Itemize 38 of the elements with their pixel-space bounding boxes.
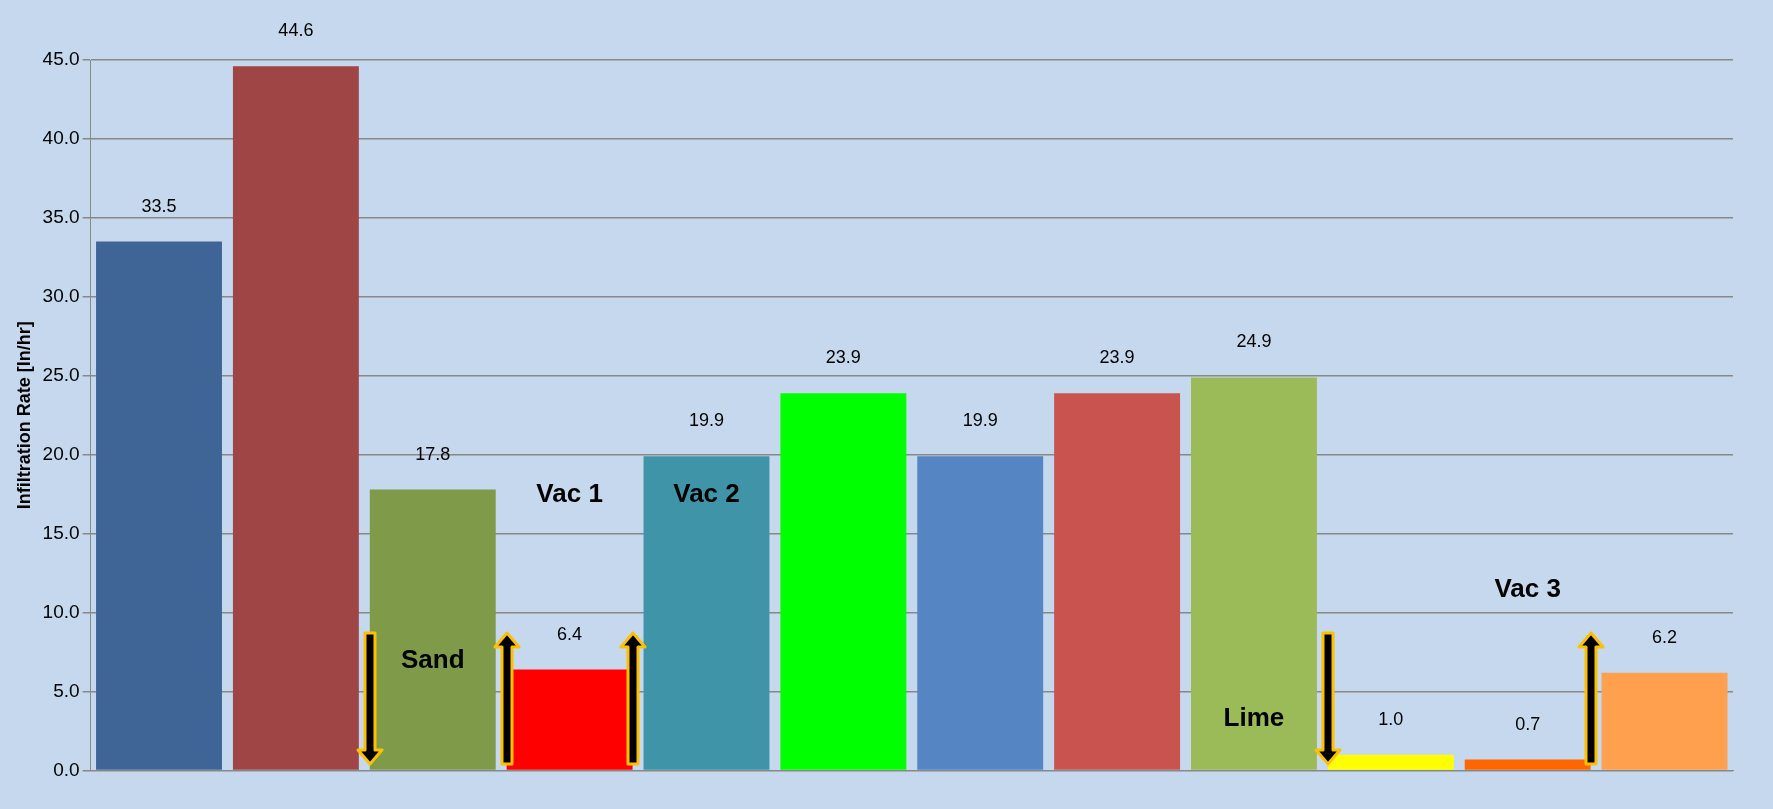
data-label: 33.5 — [141, 195, 177, 216]
data-label: 6.2 — [1652, 626, 1678, 647]
data-label: 23.9 — [1099, 347, 1135, 368]
y-axis-title: Infiltration Rate [In/hr] — [13, 321, 34, 510]
data-label: 19.9 — [962, 410, 998, 431]
annotation: Sand — [400, 643, 465, 674]
bar — [643, 456, 770, 770]
bar — [780, 393, 907, 770]
bar — [1191, 377, 1317, 770]
y-tick-label: 15.0 — [42, 521, 80, 543]
y-tick-label: 40.0 — [42, 127, 80, 149]
data-label: 6.4 — [557, 623, 583, 644]
y-tick-label: 35.0 — [42, 206, 80, 228]
bar — [96, 241, 222, 770]
annotation: Vac 1 — [536, 478, 603, 509]
y-tick-label: 0.0 — [53, 758, 80, 780]
data-label: 1.0 — [1378, 708, 1404, 729]
data-label: 17.8 — [415, 443, 451, 464]
y-tick-label: 25.0 — [42, 364, 80, 386]
y-tick-label: 45.0 — [42, 48, 80, 70]
data-label: 44.6 — [278, 20, 314, 41]
y-tick-label: 5.0 — [53, 679, 80, 701]
bar — [1464, 759, 1591, 770]
bar — [1327, 754, 1454, 770]
bar — [917, 456, 1044, 770]
data-label: 19.9 — [688, 410, 725, 431]
y-tick-label: 10.0 — [42, 600, 80, 622]
bar — [369, 489, 496, 770]
annotation: Lime — [1223, 702, 1285, 733]
y-tick-label: 30.0 — [42, 285, 80, 307]
y-tick-label: 20.0 — [42, 443, 80, 465]
bar — [1054, 393, 1181, 770]
annotation: Vac 3 — [1494, 572, 1561, 603]
bar — [232, 66, 359, 770]
annotation: Vac 2 — [673, 478, 740, 509]
data-label: 23.9 — [825, 347, 861, 368]
data-label: 0.7 — [1515, 713, 1541, 734]
data-label: 24.9 — [1236, 331, 1272, 352]
